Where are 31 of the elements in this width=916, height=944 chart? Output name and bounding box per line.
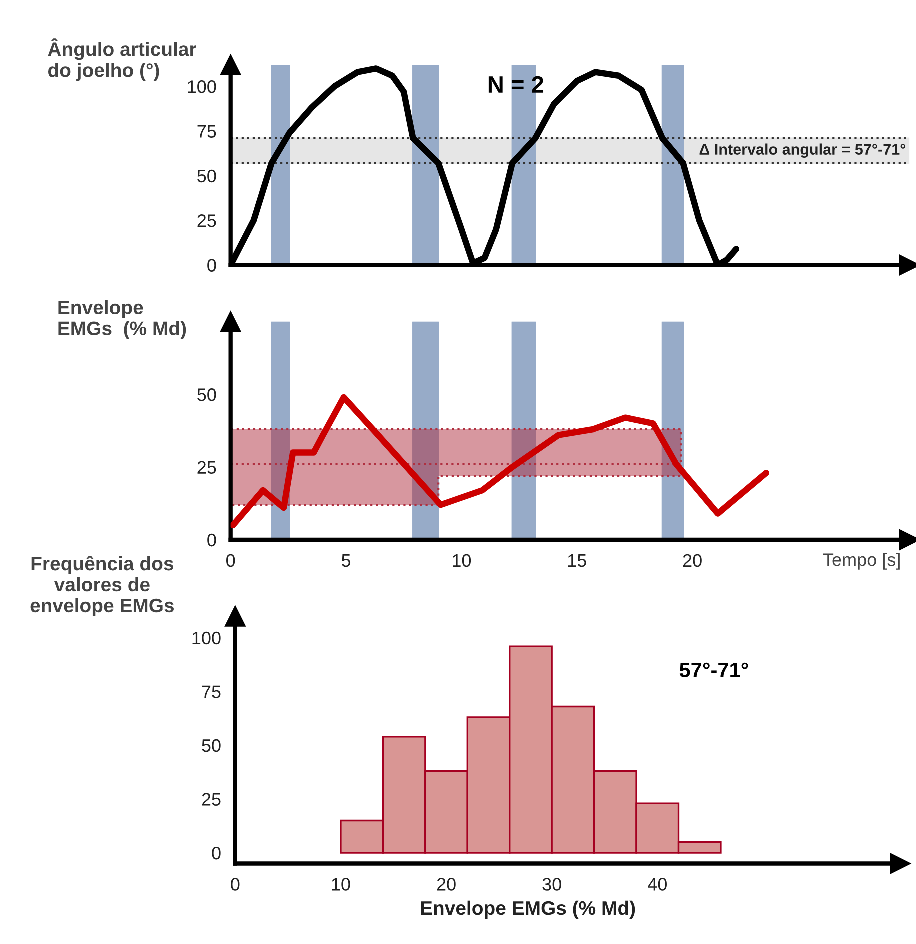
text: 57°-71° — [680, 662, 748, 678]
x-tick-label: 10 — [453, 554, 472, 568]
y-tick-label: 0 — [208, 259, 216, 272]
y-axis-title: Envelope EMGs (% Md) — [58, 300, 186, 340]
x-axis-title: Tempo [s] — [823, 553, 900, 570]
x-tick-label: 20 — [437, 878, 456, 891]
y-tick-label: 25 — [198, 461, 216, 474]
x-tick-label: 0 — [231, 878, 240, 891]
y-tick-label: 75 — [198, 125, 216, 138]
y-tick-label: 50 — [198, 388, 216, 402]
y-axis-title: Frequência dos valores de envelope EMGs — [30, 556, 174, 616]
x-tick-label: 20 — [683, 554, 702, 568]
x-axis-title: Envelope EMGs (% Md) — [421, 900, 636, 919]
y-axis-title: Ângulo articular do joelho (°) — [48, 38, 196, 82]
y-tick-label: 50 — [198, 170, 216, 183]
y-tick-label: 25 — [202, 793, 221, 806]
y-tick-label: 25 — [198, 214, 216, 228]
y-tick-label: 50 — [202, 739, 221, 752]
band-label: Δ Intervalo angular = 57°-71° — [700, 144, 906, 158]
y-tick-label: 75 — [202, 686, 221, 698]
x-tick-label: 15 — [568, 554, 586, 568]
y-tick-label: 100 — [188, 80, 216, 94]
x-tick-label: 40 — [648, 878, 667, 891]
chart-title: N = 2 — [488, 76, 544, 93]
x-tick-label: 0 — [226, 554, 236, 568]
x-tick-label: 5 — [342, 554, 351, 568]
x-tick-label: 10 — [332, 878, 350, 891]
y-tick-label: 0 — [208, 534, 216, 547]
x-tick-label: 30 — [542, 878, 562, 891]
y-tick-label: 100 — [192, 632, 221, 645]
y-tick-label: 0 — [212, 846, 221, 860]
